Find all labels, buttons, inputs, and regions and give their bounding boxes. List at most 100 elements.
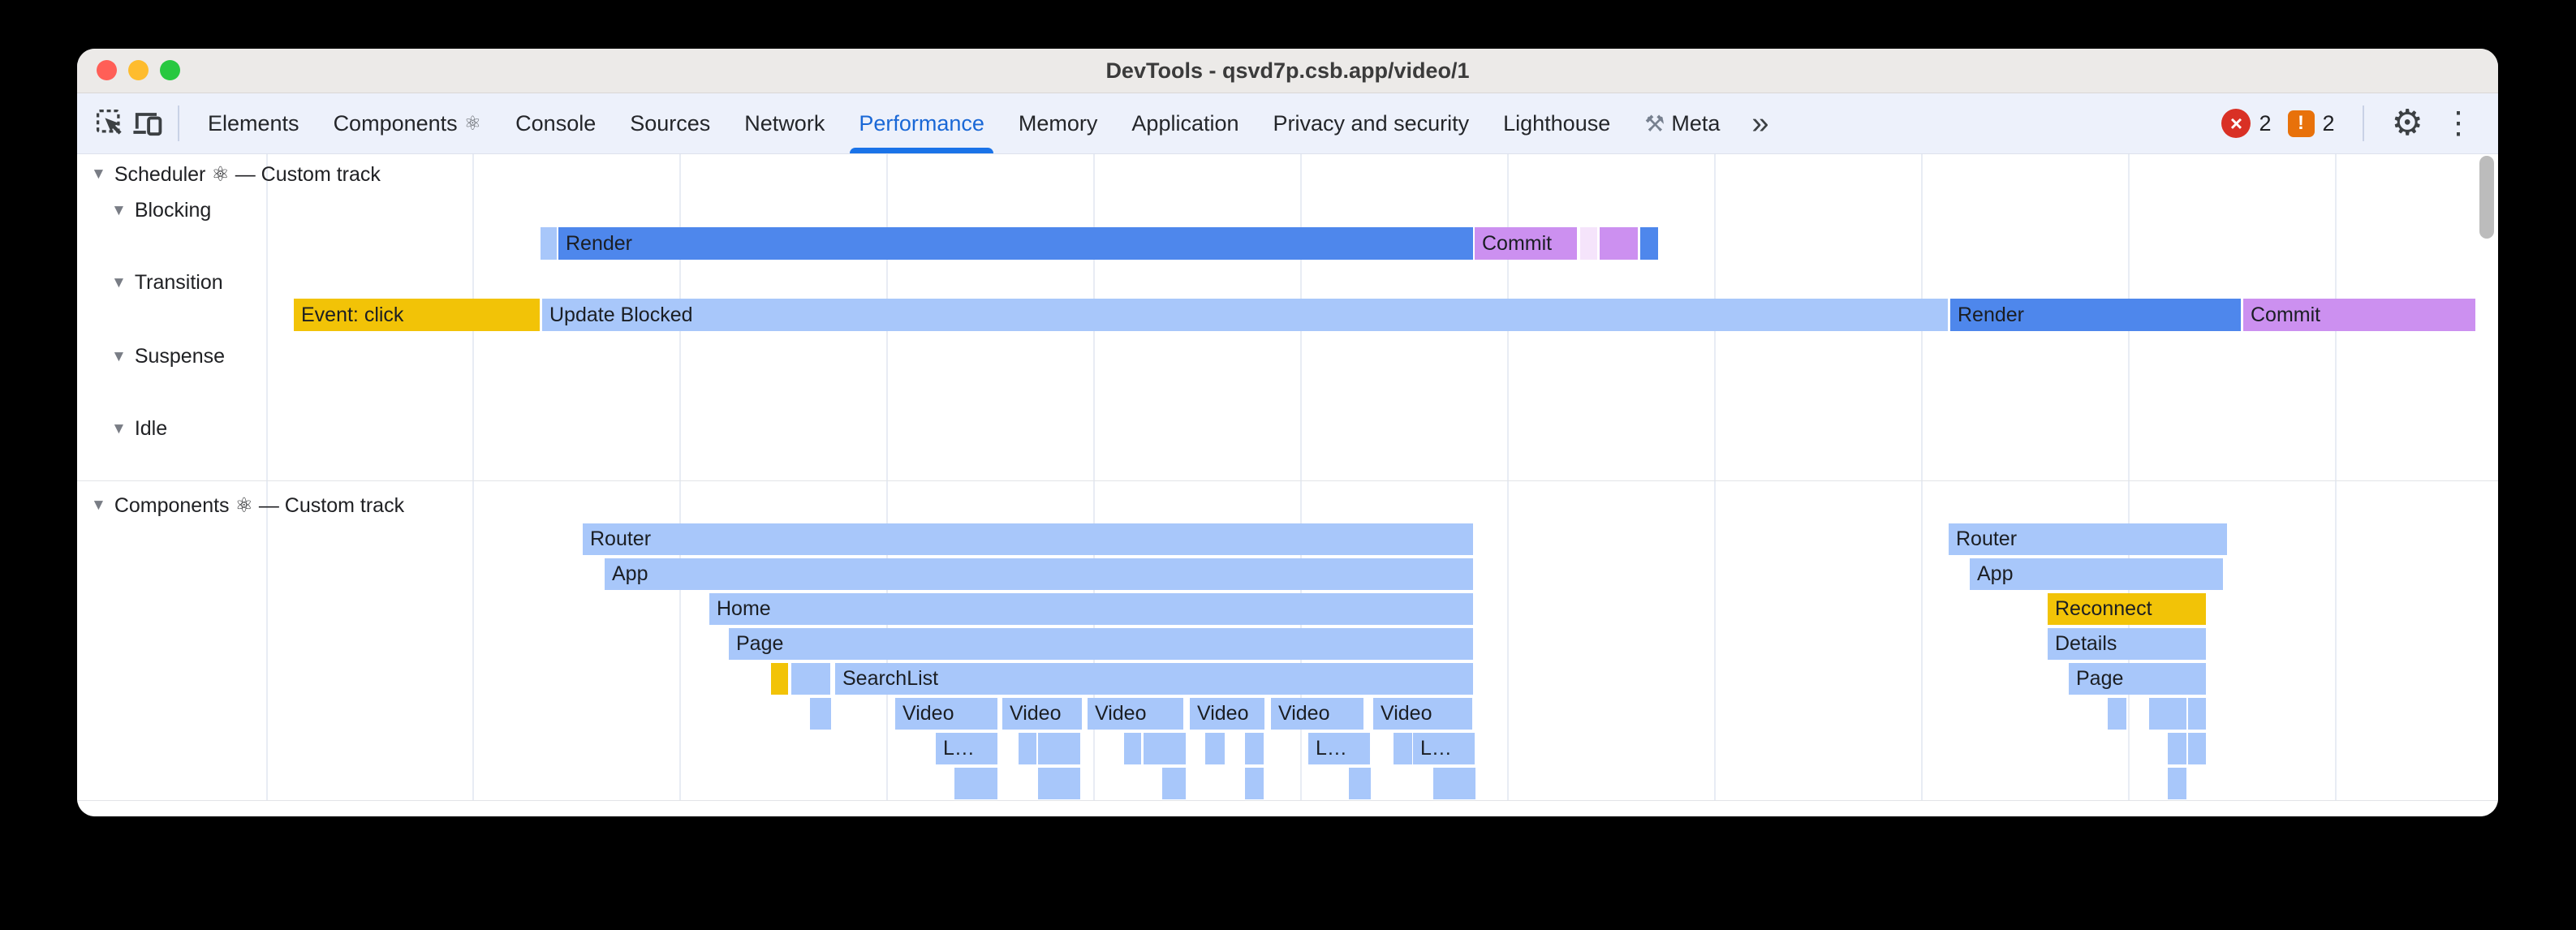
tab-elements[interactable]: Elements [191, 93, 317, 153]
flame-bar-router[interactable]: Router [583, 523, 1473, 555]
lane-blocking[interactable]: ▼ Blocking [111, 199, 211, 222]
flame-bar[interactable] [1245, 733, 1264, 764]
collapse-triangle-icon[interactable]: ▼ [111, 420, 127, 437]
flame-bar-page[interactable]: Page [729, 628, 1473, 660]
inspect-element-icon[interactable] [92, 105, 129, 142]
flame-bar[interactable] [810, 698, 831, 730]
collapse-triangle-icon[interactable]: ▼ [111, 273, 127, 291]
flame-bar[interactable] [2168, 768, 2186, 799]
flame-bar-render[interactable]: Render [558, 227, 1473, 260]
tab-network[interactable]: Network [727, 93, 842, 153]
flame-bar[interactable] [2108, 698, 2126, 730]
tab-console[interactable]: Console [498, 93, 613, 153]
flame-bar[interactable] [1349, 768, 1371, 799]
flame-bar[interactable] [1580, 227, 1597, 260]
flame-bar[interactable] [2168, 733, 2186, 764]
toolbar-right-group: × 2 ! 2 ⚙ ⋮ [2221, 105, 2477, 141]
label-text: Transition [134, 271, 223, 294]
flame-bar[interactable] [2188, 733, 2206, 764]
flame-bar-app[interactable]: App [605, 558, 1473, 590]
flame-bar[interactable] [771, 663, 788, 695]
flame-bar[interactable] [2188, 698, 2206, 730]
error-icon[interactable]: × [2221, 109, 2251, 138]
flame-bar-app[interactable]: App [1970, 558, 2223, 590]
tab-sources[interactable]: Sources [613, 93, 727, 153]
flame-bar[interactable] [1245, 768, 1264, 799]
collapse-triangle-icon[interactable]: ▼ [91, 497, 106, 514]
flame-bar-reconnect[interactable]: Reconnect [2048, 593, 2206, 625]
flame-bar-l[interactable]: L… [936, 733, 997, 764]
flame-bar[interactable] [1394, 733, 1412, 764]
toolbar-divider [178, 105, 179, 141]
tab-application[interactable]: Application [1114, 93, 1256, 153]
tab-meta[interactable]: ⚒ Meta [1627, 93, 1737, 153]
flame-bar[interactable] [954, 768, 997, 799]
lane-idle[interactable]: ▼ Idle [111, 417, 167, 441]
flame-bar[interactable] [1038, 768, 1080, 799]
flame-bar-commit[interactable]: Commit [1475, 227, 1577, 260]
timeline-gridline [1093, 154, 1095, 800]
flame-bar-video[interactable]: Video [1373, 698, 1472, 730]
flame-bar[interactable] [1640, 227, 1658, 260]
flame-bar[interactable] [1205, 733, 1225, 764]
collapse-triangle-icon[interactable]: ▼ [91, 166, 106, 183]
tab-privacy-and-security[interactable]: Privacy and security [1256, 93, 1487, 153]
timeline-gridline [1921, 154, 1923, 800]
flame-bar[interactable] [1144, 733, 1186, 764]
flame-bar-update-blocked[interactable]: Update Blocked [542, 299, 1948, 331]
tab-lighthouse[interactable]: Lighthouse [1486, 93, 1627, 153]
flame-bar-details[interactable]: Details [2048, 628, 2206, 660]
track-header-components[interactable]: ▼ Components ⚛ — Custom track [91, 493, 404, 518]
timeline-gridline [472, 154, 474, 800]
flame-bar-event-click[interactable]: Event: click [294, 299, 540, 331]
flame-bar-video[interactable]: Video [1002, 698, 1082, 730]
flame-bar-video[interactable]: Video [1190, 698, 1264, 730]
flame-bar-searchlist[interactable]: SearchList [835, 663, 1473, 695]
flame-bar-commit[interactable]: Commit [2243, 299, 2475, 331]
flame-bar-l[interactable]: L… [1308, 733, 1370, 764]
flame-bar-page[interactable]: Page [2069, 663, 2206, 695]
close-button[interactable] [97, 60, 117, 80]
tab-performance[interactable]: Performance [842, 93, 1002, 153]
window-title: DevTools - qsvd7p.csb.app/video/1 [1105, 58, 1470, 83]
flame-bar[interactable] [2149, 698, 2186, 730]
track-header-scheduler[interactable]: ▼ Scheduler ⚛ — Custom track [91, 162, 381, 187]
tools-icon: ⚒ [1644, 110, 1665, 136]
kebab-menu-icon[interactable]: ⋮ [2443, 106, 2474, 140]
zoom-button[interactable] [160, 60, 180, 80]
flame-bar-render[interactable]: Render [1950, 299, 2241, 331]
warning-icon[interactable]: ! [2287, 110, 2315, 137]
minimize-button[interactable] [128, 60, 149, 80]
flame-bar[interactable] [791, 663, 830, 695]
more-tabs-button[interactable]: » [1751, 105, 1769, 140]
flame-bar[interactable] [1162, 768, 1186, 799]
flame-bar-video[interactable]: Video [1088, 698, 1183, 730]
flame-bar-l[interactable]: L… [1413, 733, 1475, 764]
flame-bar[interactable] [1433, 768, 1475, 799]
tab-label: Privacy and security [1273, 110, 1470, 136]
flame-bar-video[interactable]: Video [1271, 698, 1363, 730]
flame-bar-home[interactable]: Home [709, 593, 1473, 625]
settings-gear-icon[interactable]: ⚙ [2391, 103, 2423, 143]
flame-bar-router[interactable]: Router [1949, 523, 2227, 555]
error-count[interactable]: 2 [2259, 110, 2272, 136]
tab-label: Network [744, 110, 825, 136]
flame-bar[interactable] [1600, 227, 1638, 260]
flame-bar[interactable] [1038, 733, 1080, 764]
flame-bar[interactable] [1019, 733, 1036, 764]
tab-label: Elements [208, 110, 299, 136]
flame-bar[interactable] [1124, 733, 1141, 764]
flame-bar[interactable] [541, 227, 557, 260]
device-toolbar-icon[interactable] [129, 105, 166, 142]
warning-count[interactable]: 2 [2322, 110, 2335, 136]
flame-bar-video[interactable]: Video [895, 698, 997, 730]
collapse-triangle-icon[interactable]: ▼ [111, 201, 127, 219]
lane-suspense[interactable]: ▼ Suspense [111, 345, 225, 368]
tab-memory[interactable]: Memory [1002, 93, 1115, 153]
lane-transition[interactable]: ▼ Transition [111, 271, 223, 295]
collapse-triangle-icon[interactable]: ▼ [111, 347, 127, 365]
vertical-scrollbar-thumb[interactable] [2479, 156, 2494, 239]
tab-components[interactable]: Components ⚛ [317, 93, 499, 153]
timeline-gridline [266, 154, 268, 800]
timeline-gridline [1714, 154, 1716, 800]
